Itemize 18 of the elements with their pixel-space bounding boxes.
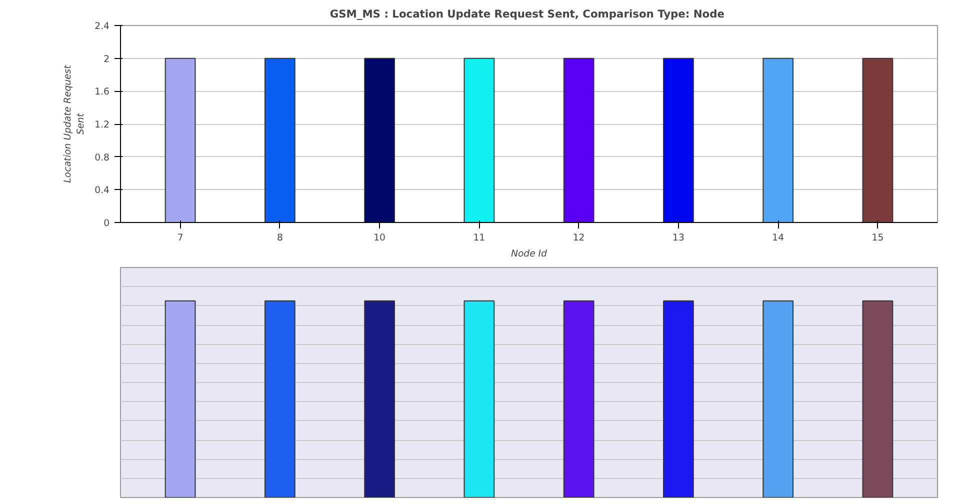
y-axis-title: Location Update Request Sent — [62, 64, 87, 183]
x-tick-label: 15 — [872, 232, 884, 244]
y-tick-label: 2.4 — [94, 21, 110, 32]
y-tick-label: 0 — [104, 218, 110, 229]
x-tick-label: 13 — [672, 232, 684, 244]
y-tick-label: 0.4 — [94, 185, 110, 196]
x-tick-label: 10 — [374, 232, 386, 244]
x-tick-label: 14 — [772, 232, 784, 244]
x-tick-label: 7 — [177, 232, 184, 244]
x-tick-label: 12 — [572, 232, 585, 244]
y-tick-label: 0.8 — [94, 152, 110, 164]
chart-title: GSM_MS : Location Update Request Sent, Comparison Type: Node — [330, 8, 724, 20]
x-axis-title: Node Id — [511, 248, 548, 260]
y-tick-label: 2 — [104, 54, 110, 65]
x-tick-label: 11 — [473, 232, 486, 244]
y-tick-label: 1.2 — [94, 120, 110, 130]
x-tick-label: 8 — [276, 232, 283, 244]
y-tick-label: 1.6 — [94, 86, 110, 98]
